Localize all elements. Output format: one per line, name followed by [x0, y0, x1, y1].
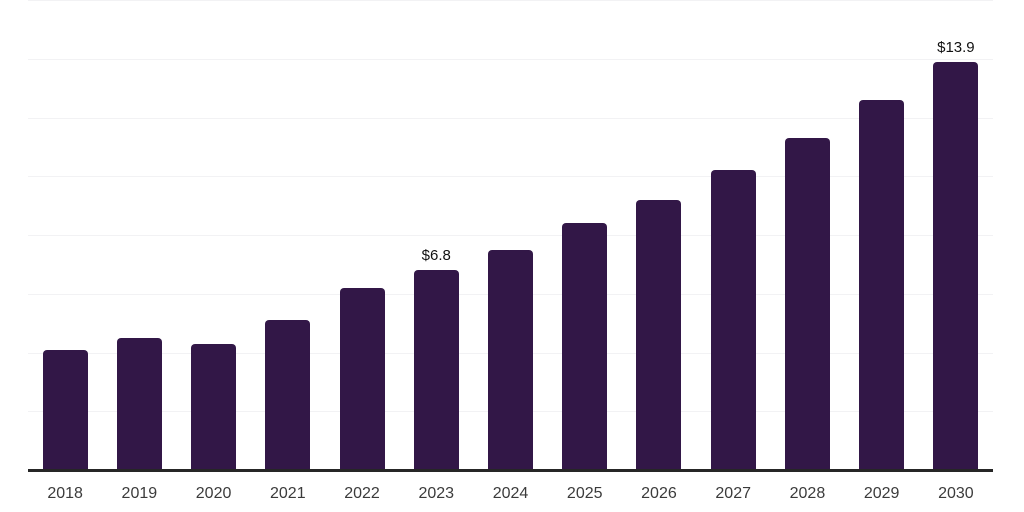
gridline [28, 58, 993, 60]
bar-value-label-2023: $6.8 [421, 247, 451, 265]
plot-area: 2018 2019 2020 2021 2022 $6.8 2023 2024 2025 2026… [28, 0, 993, 502]
bar-2029[interactable] [859, 99, 905, 470]
x-tick-label-2018: 2018 [47, 485, 83, 502]
bar-2018[interactable] [42, 349, 88, 470]
x-tick-label-2019: 2019 [121, 485, 158, 502]
bar-2021[interactable] [265, 320, 311, 470]
x-tick-label-2027: 2027 [715, 485, 751, 502]
x-axis-line [28, 469, 993, 472]
bar-2023[interactable] [413, 270, 459, 470]
x-tick-label-2025: 2025 [566, 485, 603, 502]
bar-2025[interactable] [562, 223, 608, 470]
bar-2022[interactable] [339, 287, 385, 470]
bar-2028[interactable] [784, 138, 830, 470]
bar-2027[interactable] [710, 170, 756, 470]
x-tick-label-2028: 2028 [789, 485, 826, 502]
x-tick-label-2021: 2021 [270, 485, 306, 502]
gridline [28, 117, 993, 119]
x-tick-label-2029: 2029 [863, 485, 900, 502]
bar-value-label-2030: $13.9 [937, 38, 975, 56]
x-tick-label-2024: 2024 [492, 485, 529, 502]
bar-2024[interactable] [488, 249, 533, 470]
x-tick-label-2022: 2022 [344, 485, 380, 502]
gridline [28, 0, 993, 1]
bar-2026[interactable] [636, 199, 682, 470]
x-tick-label-2026: 2026 [641, 485, 677, 502]
bar-2030[interactable] [933, 61, 979, 470]
gridline [28, 176, 993, 178]
x-tick-label-2020: 2020 [195, 485, 232, 502]
bar-2020[interactable] [191, 343, 237, 470]
x-tick-label-2023: 2023 [418, 485, 455, 502]
gridline [28, 235, 993, 236]
bar-2019[interactable] [116, 337, 162, 470]
x-tick-label-2030: 2030 [938, 485, 974, 502]
